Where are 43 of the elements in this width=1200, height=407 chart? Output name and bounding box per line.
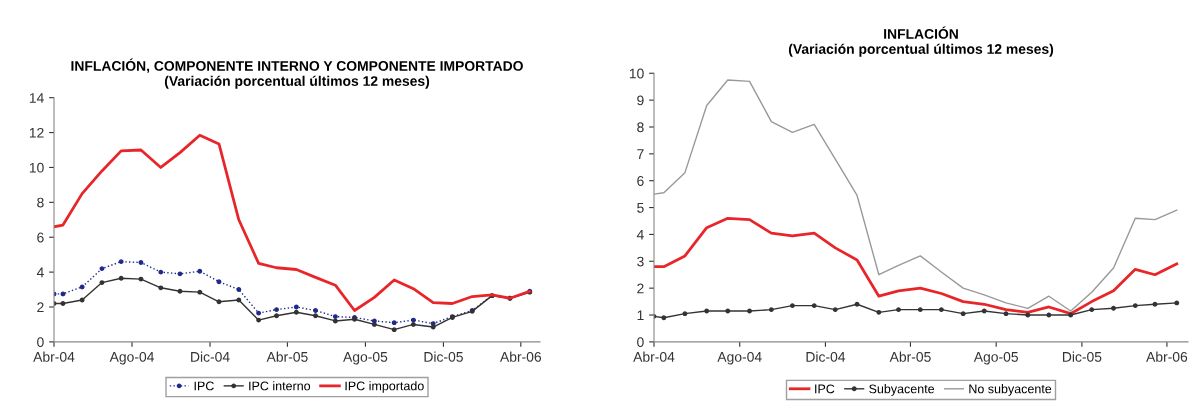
legend-label: No subyacente [969, 384, 1052, 396]
y-tick-label: 6 [37, 232, 44, 243]
legend-label: IPC [194, 381, 214, 391]
chart-title: INFLACIÓN, COMPONENTE INTERNO Y COMPONENTE IMPORTADO [71, 58, 523, 73]
y-tick-label: 0 [37, 337, 44, 348]
y-tick-label: 0 [637, 337, 644, 348]
y-tick-label: 10 [629, 68, 644, 79]
y-tick-label: 2 [637, 283, 644, 294]
y-tick-label: 6 [637, 176, 644, 186]
y-tick-label: 10 [29, 162, 44, 173]
x-tick-label: Dic-05 [424, 351, 463, 362]
y-tick-label: 12 [29, 127, 44, 138]
x-tick-label: Dic-04 [806, 351, 846, 362]
x-tick-label: Ago-05 [343, 351, 388, 365]
x-tick-label: Dic-05 [1062, 351, 1102, 362]
y-tick-label: 8 [37, 197, 44, 208]
y-tick-label: 3 [637, 256, 644, 267]
y-tick-label: 8 [637, 122, 644, 133]
legend-label: IPC [815, 384, 835, 394]
y-tick-label: 4 [36, 267, 44, 278]
x-tick-label: Ago-04 [109, 351, 154, 365]
x-tick-label: Abr-05 [889, 351, 931, 362]
legend-label: IPC importado [345, 381, 424, 393]
x-tick-label: Ago-04 [717, 351, 762, 365]
x-tick-label: Ago-05 [973, 351, 1018, 365]
chart-subtitle: (Variación porcentual últimos 12 meses) [164, 75, 430, 89]
x-tick-label: Abr-04 [33, 351, 75, 362]
x-tick-label: Abr-04 [633, 351, 675, 362]
chart-subtitle: (Variación porcentual últimos 12 meses) [788, 43, 1054, 57]
y-tick-label: 9 [637, 95, 644, 106]
y-tick-label: 1 [637, 310, 644, 321]
y-tick-label: 7 [637, 149, 644, 159]
legend-label: IPC interno [249, 381, 311, 391]
y-tick-label: 2 [37, 302, 44, 313]
y-tick-label: 14 [29, 93, 44, 103]
x-tick-label: Abr-05 [266, 351, 308, 362]
x-tick-label: Abr-06 [500, 351, 542, 362]
y-tick-label: 4 [636, 229, 644, 240]
x-tick-label: Abr-06 [1146, 351, 1188, 362]
chart-title: INFLACIÓN [884, 26, 958, 39]
y-tick-label: 5 [637, 203, 644, 213]
x-tick-label: Dic-04 [191, 351, 230, 362]
legend-label: Subyacente [869, 384, 935, 396]
